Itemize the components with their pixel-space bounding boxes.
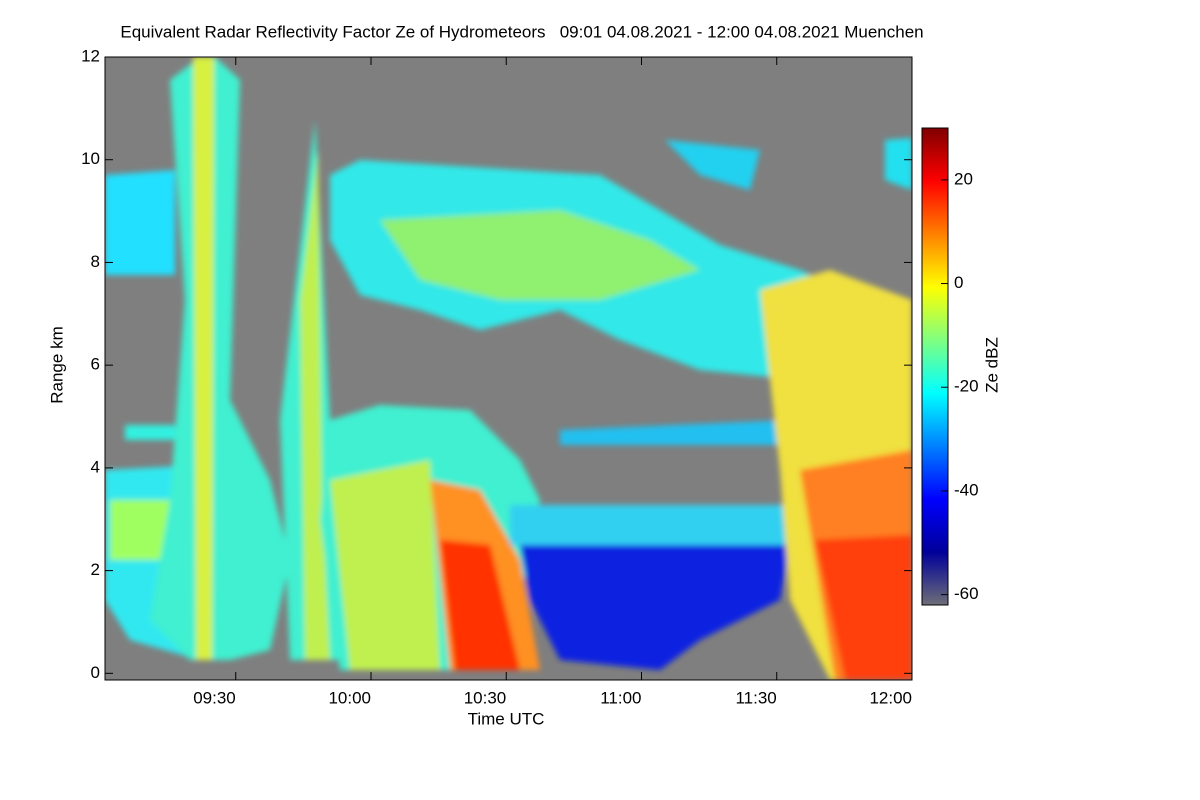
colorbar-tick-label: -20 <box>954 377 979 396</box>
y-tick-label: 12 <box>81 46 100 65</box>
y-tick-label: 10 <box>81 149 100 168</box>
heatmap <box>105 57 912 680</box>
x-tick-label: 11:30 <box>735 688 776 707</box>
colorbar <box>921 127 949 606</box>
colorbar-tick-label: -40 <box>954 480 979 499</box>
y-tick-label: 4 <box>91 457 100 476</box>
x-tick-label: 12:00 <box>869 688 912 707</box>
colorbar-label: Ze dBZ <box>982 337 1001 393</box>
colorbar-tick-label: 0 <box>954 273 963 292</box>
x-tick-label: 09:30 <box>193 688 236 707</box>
y-tick-label: 0 <box>91 663 100 682</box>
x-tick-label: 10:00 <box>328 688 371 707</box>
colorbar-tick-label: -60 <box>954 584 979 603</box>
y-axis-label: Range km <box>47 326 66 403</box>
colorbar-tick-label: 20 <box>954 169 973 188</box>
echo-regions <box>105 57 912 680</box>
x-axis-label: Time UTC <box>468 709 545 728</box>
y-tick-label: 2 <box>91 560 100 579</box>
x-tick-label: 11:00 <box>600 688 641 707</box>
y-tick-label: 8 <box>91 252 100 271</box>
plot-frame <box>104 56 913 681</box>
chart-title: Equivalent Radar Reflectivity Factor Ze … <box>120 22 923 41</box>
y-tick-label: 6 <box>91 355 100 374</box>
x-tick-label: 10:30 <box>464 688 507 707</box>
